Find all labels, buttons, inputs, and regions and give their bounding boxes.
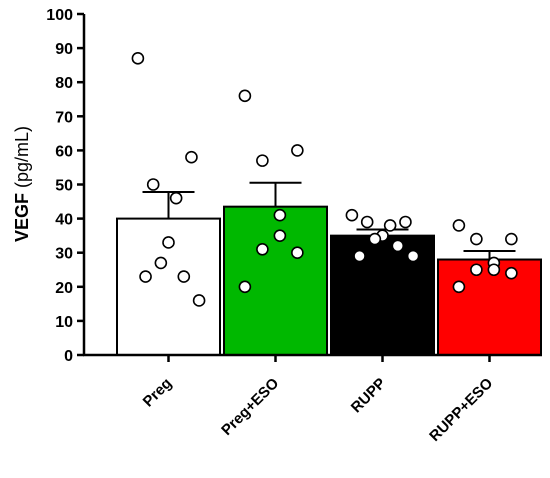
data-point-rupp	[406, 249, 420, 263]
y-tick-label: 80	[55, 75, 73, 92]
data-point-rupp-eso	[452, 280, 466, 294]
data-point-rupp-eso	[470, 263, 483, 277]
data-point-rupp	[383, 219, 397, 232]
category-label-rupp-eso: RUPP+ESO	[426, 375, 496, 445]
data-point-rupp-eso	[505, 232, 518, 246]
data-point-rupp-eso	[452, 219, 466, 232]
y-tick-label: 40	[55, 212, 73, 229]
data-point-preg	[177, 270, 191, 283]
data-point-preg	[146, 178, 160, 191]
data-point-rupp	[360, 215, 374, 229]
data-point-preg	[185, 150, 198, 164]
data-point-preg-eso	[291, 144, 304, 157]
y-tick-label: 20	[55, 280, 73, 297]
category-label-preg: Preg	[140, 375, 176, 411]
y-axis-label-name: VEGF	[12, 193, 32, 242]
y-tick-label: 0	[64, 348, 73, 365]
category-label-preg-eso: Preg+ESO	[218, 375, 282, 439]
y-tick-label: 50	[55, 178, 73, 195]
y-axis-label: VEGF (pg/mL)	[12, 126, 32, 242]
data-point-preg-eso	[256, 154, 269, 167]
y-tick-label: 90	[55, 41, 73, 58]
data-point-rupp	[368, 232, 382, 246]
data-point-rupp	[391, 239, 405, 253]
bar-preg-eso	[223, 205, 328, 356]
data-point-preg	[139, 270, 152, 283]
data-point-rupp	[399, 215, 412, 229]
data-point-preg-eso	[238, 89, 252, 103]
data-point-preg	[162, 236, 175, 249]
data-point-rupp-eso	[487, 263, 501, 277]
data-point-preg-eso	[238, 280, 252, 294]
data-point-rupp-eso	[505, 266, 518, 280]
data-point-rupp	[345, 208, 359, 222]
data-point-preg	[154, 256, 168, 270]
data-point-preg	[169, 191, 183, 205]
data-point-preg-eso	[256, 242, 269, 256]
data-point-preg-eso	[273, 229, 287, 242]
data-point-preg-eso	[291, 246, 304, 259]
data-point-rupp	[353, 249, 366, 263]
bar-rupp-eso	[437, 258, 542, 356]
y-tick-label: 10	[55, 314, 73, 331]
data-point-preg	[131, 52, 145, 65]
y-tick-label: 100	[46, 7, 73, 24]
y-tick-label: 70	[55, 109, 73, 126]
category-label-rupp: RUPP	[348, 375, 389, 416]
y-axis-label-unit: (pg/mL)	[12, 126, 32, 193]
y-tick-label: 30	[55, 246, 73, 263]
points-group	[131, 52, 518, 307]
data-point-rupp-eso	[470, 232, 483, 246]
data-point-preg-eso	[273, 208, 287, 222]
data-point-preg	[192, 294, 206, 307]
y-tick-label: 60	[55, 143, 73, 160]
